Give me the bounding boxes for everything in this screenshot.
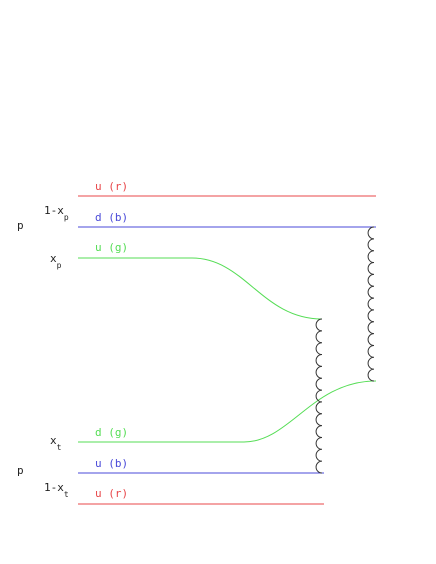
quark-label-u-b-bottom: u (b) [95, 457, 128, 470]
one-minus-xt-label: 1-xt [44, 481, 69, 499]
xt-label: xt [50, 434, 62, 452]
quark-line-d-g-bottom [78, 380, 377, 443]
quark-label-d-b-top: d (b) [95, 211, 128, 224]
quark-label-d-g-bottom: d (g) [95, 426, 128, 439]
gluon-left-coil [315, 318, 323, 474]
quark-label-u-r-bottom: u (r) [95, 487, 128, 500]
one-minus-xp-label: 1-xp [44, 204, 69, 222]
gluon-line-right [367, 226, 375, 382]
gluon-right-coil [367, 226, 375, 382]
quark-label-u-r-top: u (r) [95, 180, 128, 193]
proton-label-top: p [17, 219, 24, 232]
xp-label: xp [50, 252, 62, 270]
proton-label-bottom: p [17, 464, 24, 477]
quark-line-u-g-top [78, 257, 323, 320]
gluon-line-left [315, 318, 323, 474]
quark-label-u-g-top: u (g) [95, 241, 128, 254]
